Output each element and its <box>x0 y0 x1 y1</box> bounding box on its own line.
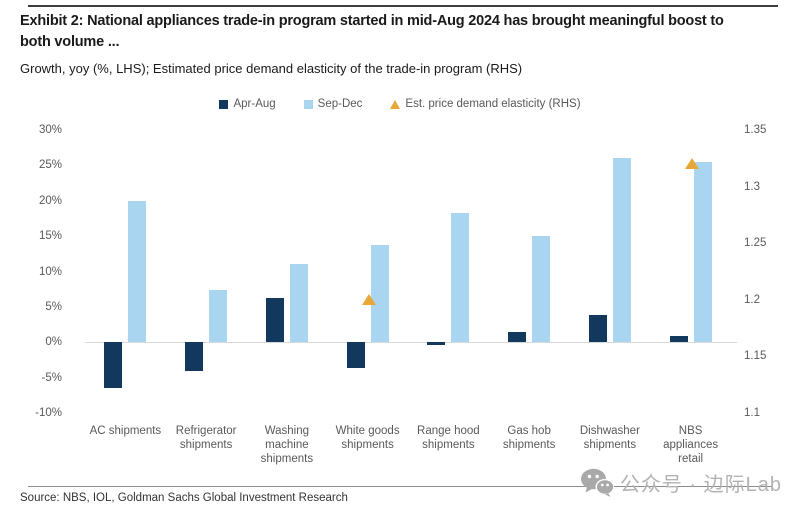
footer-divider <box>28 486 772 487</box>
left-axis-tick: 15% <box>38 230 62 243</box>
category-label: Refrigerator shipments <box>175 425 237 451</box>
elasticity-point <box>684 157 699 169</box>
category-label: NBS appliances retail <box>663 425 719 465</box>
bar-sep-dec <box>128 200 147 343</box>
title-line-2: both volume ... <box>20 34 120 50</box>
left-axis-tick: 25% <box>38 159 62 172</box>
legend-label-elasticity: Est. price demand elasticity (RHS) <box>405 98 581 110</box>
bar-apr-aug <box>427 342 446 346</box>
category-label: Washing machine shipments <box>260 425 314 465</box>
category-label: Dishwasher shipments <box>579 425 640 451</box>
bar-apr-aug <box>185 342 204 371</box>
elasticity-triangle-icon <box>390 99 401 109</box>
sep-dec-square-icon <box>303 99 313 109</box>
chart-legend: Apr-Aug Sep-Dec Est. price demand elasti… <box>0 98 800 110</box>
bar-chart: 30% 25% 20% 15% 10% 5% 0% -5% -10% 1.35 1.3 1.25 1.2… <box>0 118 800 470</box>
bar-apr-aug <box>265 298 284 343</box>
category-label: Gas hob shipments <box>502 425 556 451</box>
legend-label-sep-dec: Sep-Dec <box>317 98 363 110</box>
wechat-icon <box>580 468 614 497</box>
zero-baseline <box>85 342 737 344</box>
top-divider <box>28 5 778 7</box>
left-axis-tick: 10% <box>38 265 62 278</box>
left-axis-tick: -10% <box>35 407 62 419</box>
left-axis-tick: 5% <box>45 300 62 313</box>
right-axis-tick: 1.25 <box>744 237 767 250</box>
category-label: White goods shipments <box>335 425 400 451</box>
legend-item-apr-aug: Apr-Aug <box>219 98 276 110</box>
exhibit-subtitle: Growth, yoy (%, LHS); Estimated price de… <box>20 61 523 76</box>
bar-apr-aug <box>669 335 688 343</box>
bar-sep-dec <box>289 264 308 343</box>
legend-item-sep-dec: Sep-Dec <box>303 98 363 110</box>
left-axis-tick: 0% <box>45 336 62 349</box>
bar-apr-aug <box>588 315 607 343</box>
bar-apr-aug <box>104 342 123 389</box>
bar-sep-dec <box>532 236 551 343</box>
left-axis-tick: 20% <box>38 194 62 207</box>
right-axis-tick: 1.1 <box>744 407 760 419</box>
category-label: Range hood shipments <box>417 425 480 451</box>
legend-label-apr-aug: Apr-Aug <box>233 98 276 110</box>
category-label: AC shipments <box>89 425 162 437</box>
left-axis-tick: -5% <box>41 371 62 384</box>
bar-sep-dec <box>209 289 228 343</box>
bar-sep-dec <box>451 212 470 343</box>
right-axis-tick: 1.15 <box>744 350 767 363</box>
elasticity-point <box>361 293 376 305</box>
bar-sep-dec <box>612 158 631 343</box>
right-axis-tick: 1.3 <box>744 180 760 193</box>
bar-sep-dec <box>693 161 712 343</box>
bar-sep-dec <box>370 245 389 343</box>
title-line-1: Exhibit 2: National appliances trade-in … <box>20 13 724 29</box>
watermark: 公众号 · 边际Lab <box>580 468 782 497</box>
legend-item-elasticity: Est. price demand elasticity (RHS) <box>390 98 581 110</box>
left-axis-tick: 30% <box>38 124 62 136</box>
right-axis-tick: 1.2 <box>744 293 760 306</box>
exhibit-title: Exhibit 2: National appliances trade-in … <box>20 11 724 53</box>
apr-aug-square-icon <box>219 99 229 109</box>
source-note: Source: NBS, IOL, Goldman Sachs Global I… <box>20 492 348 504</box>
right-axis-tick: 1.35 <box>744 124 767 136</box>
bar-apr-aug <box>508 332 527 343</box>
watermark-text: 公众号 · 边际Lab <box>619 474 782 496</box>
bar-apr-aug <box>346 342 365 369</box>
